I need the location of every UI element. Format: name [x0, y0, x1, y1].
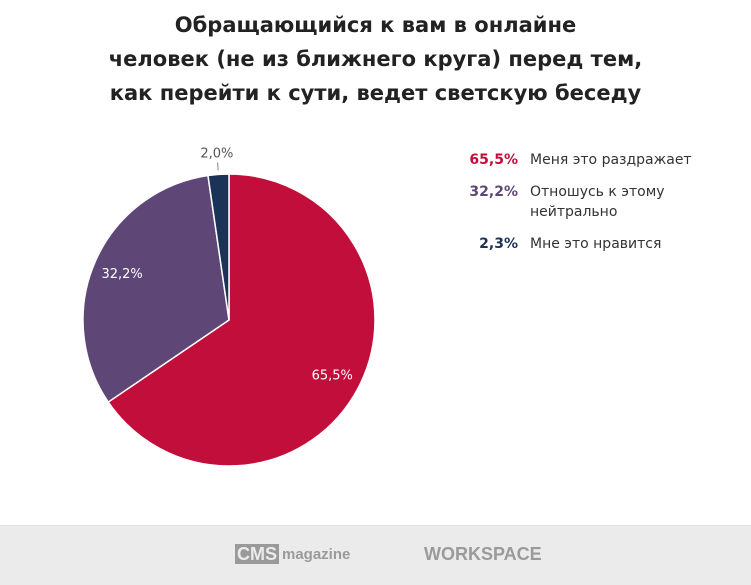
legend-item: 65,5% Меня это раздражает: [440, 150, 692, 170]
legend-value: 2,3%: [479, 236, 518, 252]
legend-value: 32,2%: [469, 184, 518, 200]
legend-value: 65,5%: [469, 152, 518, 168]
title-line: человек (не из ближнего круга) перед тем…: [108, 47, 643, 71]
legend-item: 2,3% Мне это нравится: [440, 234, 692, 254]
legend-label: Отношусь к этому нейтрально: [530, 184, 665, 220]
data-label: 65,5%: [312, 369, 353, 384]
pie-slice: [82, 174, 230, 404]
data-label: 32,2%: [101, 267, 142, 282]
title-line: Обращающийся к вам в онлайне: [174, 13, 577, 37]
title-line: как перейти к сути, ведет светскую бесед…: [109, 81, 642, 105]
legend-item: 32,2% Отношусь к этому нейтрально: [440, 182, 692, 222]
cms-magazine-logo: CMS magazine: [235, 544, 351, 564]
pie-slice: [107, 173, 376, 467]
legend-label: Меня это раздражает: [530, 152, 692, 168]
pie-slice: [207, 173, 230, 321]
legend: 65,5% Меня это раздражает 32,2% Отношусь к…: [440, 150, 692, 266]
pie-chart: 65,5% 32,2% 2,0%: [82, 146, 376, 467]
workspace-logo: WORKSPACE: [424, 544, 542, 564]
chart-title: Обращающийся к вам в онлайне человек (не…: [0, 8, 751, 110]
data-label: 2,0%: [200, 146, 233, 161]
footer: CMS magazine WORKSPACE: [0, 525, 751, 585]
leader-line: [217, 162, 219, 171]
legend-label: Мне это нравится: [530, 236, 662, 252]
